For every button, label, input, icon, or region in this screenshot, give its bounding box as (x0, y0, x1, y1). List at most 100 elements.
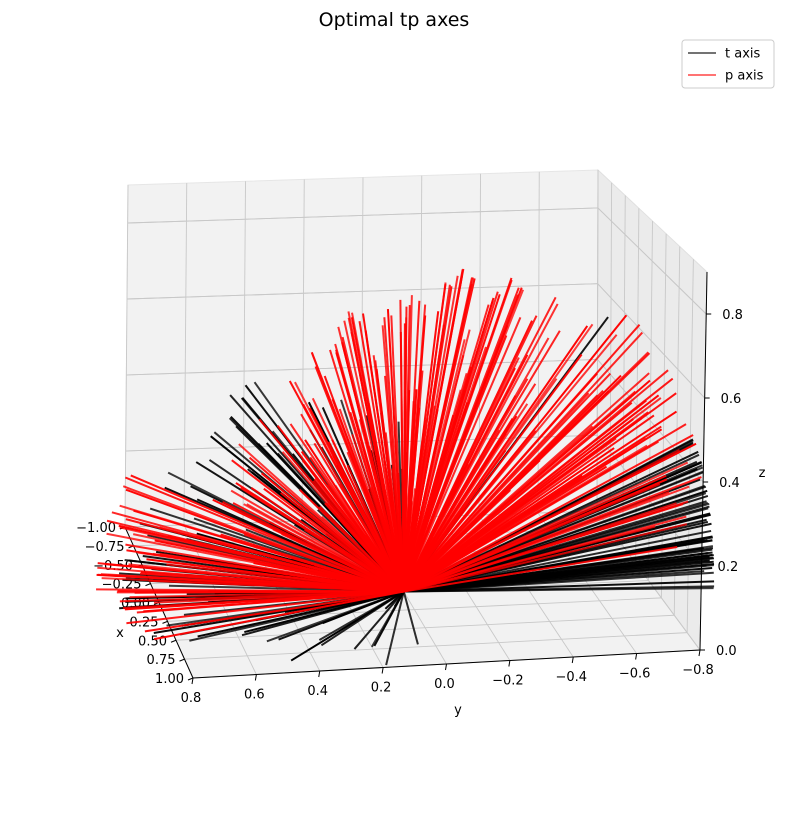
p-axis-line (399, 299, 405, 592)
x-tick-label: −0.75 (85, 540, 125, 555)
grid-line (597, 207, 707, 315)
p-axis-line (402, 415, 518, 593)
z-tick-label: 0.2 (718, 560, 739, 575)
p-axis-line (402, 314, 628, 593)
p-axis-line (302, 403, 405, 592)
p-axis-line (358, 419, 405, 592)
p-axis-line (124, 476, 405, 593)
p-axis-line (403, 423, 687, 593)
p-axis-line (351, 433, 405, 592)
y-tick-mark (635, 653, 638, 660)
p-axis-line (402, 378, 529, 593)
p-axis-line (351, 312, 405, 592)
p-axis-line (402, 449, 507, 593)
p-axis-line (403, 546, 678, 593)
p-axis-line (310, 351, 405, 592)
p-axis-line (403, 500, 689, 593)
z-tick-label: 0.0 (716, 644, 737, 659)
p-axis-line (402, 294, 501, 592)
p-axis-line (133, 509, 405, 593)
y-tick-label: 0.4 (307, 684, 328, 699)
p-axis-line (364, 330, 405, 592)
x-tick-mark (145, 583, 151, 587)
p-axis-line (126, 590, 404, 625)
z-axis-label: z (759, 466, 766, 481)
p-axis-line (321, 534, 405, 593)
z-tick-label: 0.6 (721, 392, 742, 407)
p-axis-line (403, 377, 674, 593)
x-axis-label: x (116, 626, 124, 641)
p-axis-line (403, 442, 697, 593)
z-tick-label: 0.4 (719, 476, 740, 491)
y-tick-mark (191, 677, 194, 685)
p-axis-line (402, 277, 474, 592)
p-axis-line (402, 311, 440, 592)
y-tick-mark (318, 670, 321, 678)
y-axis-label: y (454, 703, 462, 718)
p-axis-line (335, 352, 405, 592)
t-axis-line (353, 590, 405, 650)
t-axis-line (385, 591, 405, 666)
p-axis-line (402, 339, 466, 592)
t-axis-line (373, 591, 405, 647)
p-axis-line (403, 436, 646, 593)
p-axis-line (331, 439, 405, 592)
y-tick-mark (381, 667, 384, 674)
t-axis-line (402, 591, 419, 645)
p-axis-line (402, 389, 462, 592)
p-axis-line (238, 443, 405, 593)
x-tick-mark (170, 639, 177, 643)
p-axis-line (125, 518, 405, 593)
p-axis-line (384, 375, 405, 592)
y-tick-mark (508, 660, 511, 667)
p-axis-line (403, 369, 669, 593)
p-axis-line (319, 505, 405, 593)
p-axis-line (159, 552, 404, 593)
grid-line (660, 233, 667, 598)
p-axis-line (402, 325, 509, 592)
p-axis-line (402, 370, 424, 592)
y-tick-mark (445, 663, 447, 671)
p-axis-line (402, 357, 520, 592)
p-axis-line (403, 434, 694, 593)
p-axis-line (402, 279, 513, 592)
p-axis-line (402, 275, 459, 592)
grid-line (597, 283, 705, 399)
legend-label-p-axis: p axis (725, 69, 764, 84)
data-lines (96, 268, 715, 666)
y-tick-label: 0.6 (244, 688, 265, 703)
p-axis-line (304, 439, 405, 593)
y-tick-mark (571, 656, 574, 664)
grid-line (127, 207, 598, 224)
t-axis-line (241, 590, 405, 637)
grid-line (126, 283, 598, 300)
t-axis-line (278, 590, 405, 641)
p-axis-line (153, 590, 404, 641)
p-axis-line (243, 503, 405, 593)
t-axis-line (403, 564, 714, 593)
p-axis-line (231, 459, 405, 593)
y-tick-label: −0.8 (682, 663, 714, 678)
grid-line (183, 183, 188, 526)
p-axis-line (132, 533, 404, 593)
y-tick-label: 0.8 (181, 691, 202, 706)
x-tick-label: 0.25 (130, 615, 159, 630)
y-tick-mark (254, 674, 257, 681)
p-axis-line (136, 590, 404, 614)
p-axis-line (402, 316, 522, 592)
x-tick-label: 0.75 (147, 653, 176, 668)
x-tick-mark (162, 620, 168, 624)
legend: t axis p axis (681, 39, 775, 89)
x-tick-label: −1.00 (76, 521, 116, 536)
z-tick-label: 0.8 (722, 308, 743, 323)
x-tick-label: 1.00 (155, 672, 184, 687)
p-axis-line (134, 590, 404, 594)
y-tick-label: −0.2 (492, 674, 524, 689)
t-axis-line (403, 580, 715, 593)
t-axis-line (290, 590, 405, 662)
y-tick-label: −0.4 (555, 670, 587, 685)
p-axis-line (144, 590, 404, 633)
grid-line (301, 179, 305, 522)
p-axis-line (402, 324, 445, 592)
